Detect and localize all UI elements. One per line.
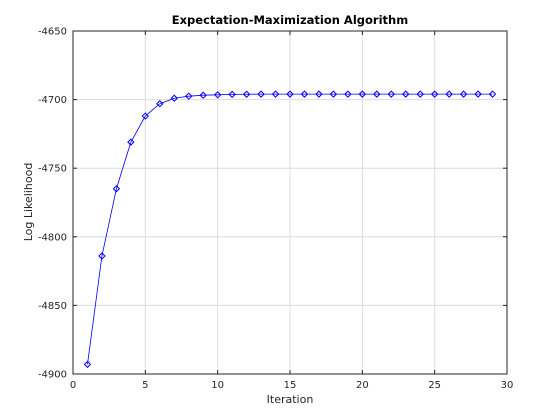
data-point-marker — [127, 138, 135, 146]
data-point-marker — [83, 360, 92, 369]
data-point-marker — [257, 90, 265, 98]
data-point-marker — [213, 91, 222, 99]
series-line — [87, 93, 493, 365]
data-point-marker — [271, 90, 280, 98]
x-tick-label: 15 — [284, 380, 297, 391]
x-tick-label: 0 — [70, 380, 76, 391]
y-tick-label: -4700 — [38, 95, 67, 106]
data-point-marker — [170, 94, 178, 102]
y-tick-label: -4900 — [38, 370, 67, 381]
y-tick-label: -4800 — [38, 232, 67, 243]
data-point-marker — [344, 90, 352, 98]
data-point-marker — [98, 252, 106, 260]
y-tick-label: -4850 — [38, 301, 67, 312]
x-tick-label: 10 — [211, 380, 224, 391]
data-point-marker — [286, 90, 294, 98]
data-point-marker — [488, 90, 497, 98]
y-tick-label: -4750 — [38, 164, 67, 175]
x-tick-label: 5 — [142, 380, 148, 391]
axis-ticks: 0 5 10 15 20 25 30 -4900 -4850 -4800 -4750 -4700 -46… — [38, 27, 513, 392]
x-tick-label: 25 — [428, 380, 441, 391]
data-point-marker — [228, 90, 236, 99]
x-tick-label: 30 — [501, 380, 514, 391]
series — [83, 90, 497, 369]
data-point-marker — [459, 90, 468, 98]
data-point-marker — [315, 90, 323, 98]
x-axis-label: Iteration — [267, 393, 314, 406]
data-point-marker — [445, 90, 453, 98]
data-point-marker — [141, 112, 150, 120]
data-point-marker — [402, 90, 410, 98]
data-point-marker — [112, 185, 121, 193]
x-tick-label: 20 — [356, 380, 369, 391]
data-point-marker — [185, 92, 193, 100]
data-point-marker — [387, 90, 395, 98]
chart-title: Expectation-Maximization Algorithm — [172, 13, 408, 27]
grid — [72, 30, 508, 375]
data-point-marker — [329, 90, 338, 98]
data-point-marker — [242, 90, 251, 98]
data-point-marker — [373, 90, 381, 98]
y-tick-label: -4650 — [38, 27, 67, 38]
data-point-marker — [300, 90, 309, 98]
data-point-marker — [358, 90, 367, 98]
data-point-marker — [199, 91, 207, 99]
data-point-marker — [474, 90, 482, 98]
y-axis-label: Log Likelihood — [22, 163, 35, 242]
data-point-marker — [156, 100, 164, 108]
data-point-marker — [430, 90, 439, 98]
data-point-marker — [416, 90, 424, 98]
